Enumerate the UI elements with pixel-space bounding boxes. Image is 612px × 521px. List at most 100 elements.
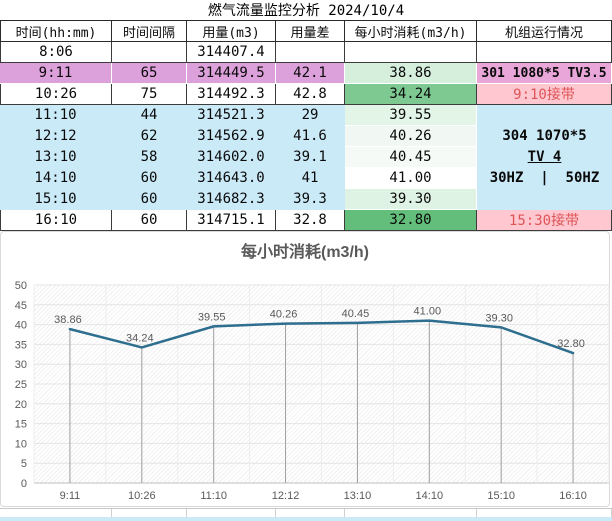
- table-row: 14:10 60 314643.0 41 41.00: [0, 168, 612, 189]
- x-tick-label: 12:12: [272, 490, 300, 502]
- cell-rate[interactable]: 40.45: [345, 147, 477, 168]
- spacer-cell[interactable]: [276, 509, 345, 517]
- y-tick-label: 45: [15, 300, 27, 312]
- cell-note[interactable]: 9:10接带: [477, 84, 612, 105]
- cell-interval[interactable]: 65: [112, 63, 187, 84]
- x-tick-label: 11:10: [200, 490, 227, 502]
- consumption-chart[interactable]: 每小时消耗(m3/h) 0 5 10 15 20 25 30 35 40 45 50 38.86 34.…: [0, 231, 610, 507]
- cell-interval[interactable]: 60: [112, 210, 187, 231]
- cell-rate[interactable]: 34.24: [345, 84, 477, 105]
- column-header-0[interactable]: 时间(hh:mm): [0, 21, 112, 41]
- cell-diff[interactable]: 41.6: [276, 126, 345, 147]
- y-tick-label: 35: [15, 339, 27, 351]
- y-tick-label: 40: [15, 320, 27, 332]
- cell-time[interactable]: 10:26: [0, 84, 112, 105]
- cell-usage[interactable]: 314602.0: [187, 147, 276, 168]
- cell-usage[interactable]: 314449.5: [187, 63, 276, 84]
- x-tick-label: 14:10: [416, 490, 444, 502]
- cell-time[interactable]: 13:10: [0, 147, 112, 168]
- y-tick-label: 20: [15, 399, 27, 411]
- cell-interval[interactable]: [112, 42, 187, 63]
- cell-rate[interactable]: 39.55: [345, 105, 477, 126]
- cell-diff[interactable]: 39.1: [276, 147, 345, 168]
- cell-note[interactable]: 301 1080*5 TV3.5: [477, 63, 612, 84]
- cell-time[interactable]: 9:11: [0, 63, 112, 84]
- cell-interval[interactable]: 60: [112, 168, 187, 189]
- cell-time[interactable]: 14:10: [0, 168, 112, 189]
- chart-svg: 0 5 10 15 20 25 30 35 40 45 50 38.86 34.24 39.55 40.26…: [15, 280, 610, 502]
- spacer-cell[interactable]: [477, 509, 612, 517]
- cell-usage[interactable]: 314407.4: [187, 42, 276, 63]
- table-header-row: 时间(hh:mm) 时间间隔 用量(m3) 用量差 每小时消耗(m3/h) 机组运行情况: [0, 20, 612, 42]
- cell-interval[interactable]: 58: [112, 147, 187, 168]
- cell-interval[interactable]: 75: [112, 84, 187, 105]
- cell-diff[interactable]: [276, 42, 345, 63]
- cell-diff[interactable]: 41: [276, 168, 345, 189]
- cell-usage[interactable]: 314562.9: [187, 126, 276, 147]
- column-header-1[interactable]: 时间间隔: [112, 21, 187, 41]
- x-tick-label: 13:10: [344, 490, 372, 502]
- cell-time[interactable]: 16:10: [0, 210, 112, 231]
- x-tick-label: 16:10: [559, 490, 587, 502]
- table-row: 10:26 75 314492.3 42.8 34.24 9:10接带: [0, 84, 612, 105]
- machine-status-line: 304 1070*5: [502, 128, 587, 144]
- cell-interval[interactable]: 44: [112, 105, 187, 126]
- cell-rate[interactable]: 40.26: [345, 126, 477, 147]
- data-label: 40.26: [270, 309, 298, 321]
- y-tick-label: 15: [15, 419, 27, 431]
- chart-title: 每小时消耗(m3/h): [240, 244, 369, 261]
- column-header-4[interactable]: 每小时消耗(m3/h): [345, 21, 477, 41]
- cell-usage[interactable]: 314521.3: [187, 105, 276, 126]
- cell-interval[interactable]: 60: [112, 189, 187, 210]
- cell-time[interactable]: 15:10: [0, 189, 112, 210]
- table-row: 13:10 58 314602.0 39.1 40.45: [0, 147, 612, 168]
- cell-rate[interactable]: 41.00: [345, 168, 477, 189]
- data-label: 40.45: [342, 308, 370, 320]
- spacer-cell[interactable]: [112, 509, 187, 517]
- spacer-cell[interactable]: [345, 509, 477, 517]
- cell-interval[interactable]: 62: [112, 126, 187, 147]
- machine-status-line: 30HZ | 50HZ: [489, 170, 600, 186]
- spacer-cell[interactable]: [0, 509, 112, 517]
- cell-diff[interactable]: 42.1: [276, 63, 345, 84]
- y-tick-label: 5: [21, 458, 27, 470]
- y-tick-label: 10: [15, 438, 27, 450]
- cell-note[interactable]: [477, 42, 612, 63]
- column-header-5[interactable]: 机组运行情况: [477, 21, 612, 41]
- column-header-2[interactable]: 用量(m3): [187, 21, 276, 41]
- bottom-blue-strip: [0, 517, 612, 521]
- column-header-3[interactable]: 用量差: [276, 21, 345, 41]
- y-tick-label: 30: [15, 359, 27, 371]
- series-line: [68, 319, 575, 355]
- cell-rate[interactable]: 38.86: [345, 63, 477, 84]
- cell-diff[interactable]: 42.8: [276, 84, 345, 105]
- cell-note[interactable]: 15:30接带: [477, 210, 612, 231]
- machine-status-block[interactable]: 304 1070*5 TV 4 30HZ | 50HZ: [477, 105, 612, 210]
- page-title[interactable]: 燃气流量监控分析 2024/10/4: [0, 0, 612, 20]
- data-table: 燃气流量监控分析 2024/10/4 时间(hh:mm) 时间间隔 用量(m3) 用量…: [0, 0, 612, 231]
- cell-diff[interactable]: 29: [276, 105, 345, 126]
- y-tick-label: 50: [15, 280, 27, 292]
- bottom-spacer-row: [0, 508, 612, 517]
- table-row: 9:11 65 314449.5 42.1 38.86 301 1080*5 TV3.5: [0, 63, 612, 84]
- x-tick-label: 15:10: [487, 490, 515, 502]
- cell-diff[interactable]: 39.3: [276, 189, 345, 210]
- cell-time[interactable]: 12:12: [0, 126, 112, 147]
- spacer-cell[interactable]: [187, 509, 276, 517]
- y-tick-label: 0: [21, 478, 27, 490]
- cell-usage[interactable]: 314492.3: [187, 84, 276, 105]
- cell-rate[interactable]: [345, 42, 477, 63]
- cell-time[interactable]: 8:06: [0, 42, 112, 63]
- cell-usage[interactable]: 314682.3: [187, 189, 276, 210]
- cell-rate[interactable]: 39.30: [345, 189, 477, 210]
- cell-usage[interactable]: 314715.1: [187, 210, 276, 231]
- data-label: 39.30: [485, 312, 513, 324]
- cell-rate[interactable]: 32.80: [345, 210, 477, 231]
- table-row: 8:06 314407.4: [0, 42, 612, 63]
- cell-usage[interactable]: 314643.0: [187, 168, 276, 189]
- machine-status-line: TV 4: [527, 149, 562, 165]
- cell-diff[interactable]: 32.8: [276, 210, 345, 231]
- cell-time[interactable]: 11:10: [0, 105, 112, 126]
- data-label: 34.24: [126, 332, 154, 344]
- data-label: 39.55: [198, 311, 226, 323]
